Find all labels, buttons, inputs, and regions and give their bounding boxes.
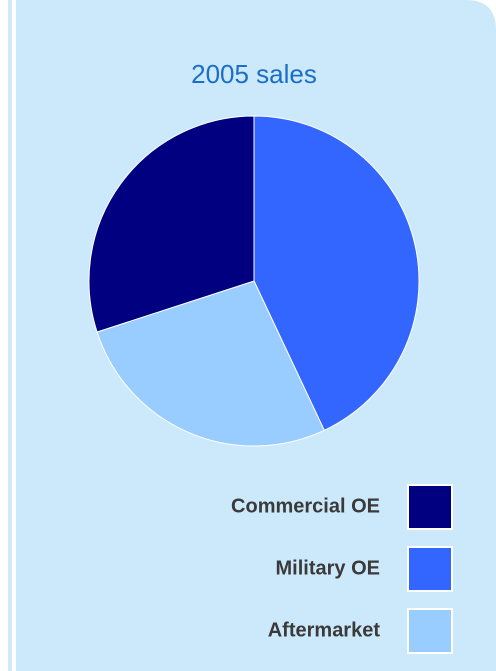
left-border xyxy=(8,0,12,671)
legend-label: Military OE xyxy=(276,557,380,579)
legend-swatch xyxy=(407,546,453,592)
legend-label: Aftermarket xyxy=(268,619,381,641)
pie-slice xyxy=(253,115,420,431)
chart-title: 2005 sales xyxy=(191,59,317,89)
pie-slice xyxy=(88,115,255,333)
legend-swatch xyxy=(407,484,453,530)
legend-swatch xyxy=(407,608,453,654)
legend-label: Commercial OE xyxy=(231,495,380,517)
pie-slice xyxy=(96,280,325,447)
